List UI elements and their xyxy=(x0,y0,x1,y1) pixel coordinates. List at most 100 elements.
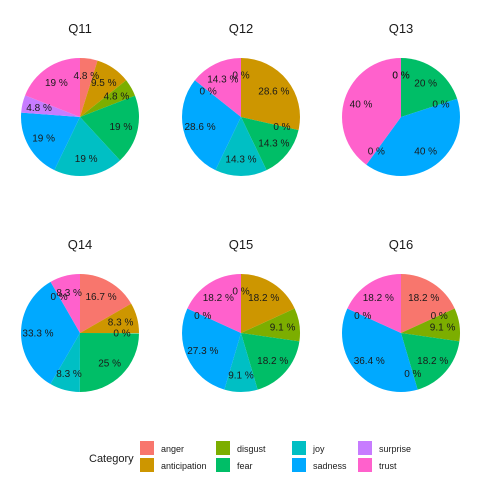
slice-label-anticipation: 28.6 % xyxy=(258,86,289,97)
slice-label-trust: 18.2 % xyxy=(363,293,394,304)
slice-label-sadness: 40 % xyxy=(414,146,437,157)
legend-key-trust xyxy=(358,458,372,472)
slice-joy xyxy=(224,333,258,392)
legend-key-joy xyxy=(292,441,306,455)
slice-anticipation xyxy=(80,60,127,117)
slice-sadness xyxy=(181,80,241,171)
legend-label-disgust: disgust xyxy=(237,444,266,454)
legend-item-joy: joy xyxy=(292,441,325,455)
slice-label-anger: 16.7 % xyxy=(85,292,116,303)
slice-label-anticipation: 8.3 % xyxy=(108,318,134,329)
slice-label-disgust: 9.1 % xyxy=(270,323,296,334)
slice-trust xyxy=(25,58,80,117)
slice-label-fear: 20 % xyxy=(414,79,437,90)
facet-title: Q15 xyxy=(229,237,254,252)
facet-title: Q16 xyxy=(389,237,414,252)
legend-key-anticipation xyxy=(140,458,154,472)
slice-joy xyxy=(50,333,80,392)
slice-label-sadness: 36.4 % xyxy=(354,356,385,367)
slice-anticipation xyxy=(241,58,300,131)
slice-sadness xyxy=(366,98,460,177)
slice-sadness xyxy=(342,308,418,392)
facet-title: Q12 xyxy=(229,21,254,36)
slice-anger xyxy=(401,274,455,333)
slice-disgust xyxy=(241,308,300,342)
legend-label-sadness: sadness xyxy=(313,461,347,471)
slice-label-anger: 0 % xyxy=(392,71,409,82)
legend-key-anger xyxy=(140,441,154,455)
slice-label-surprise: 0 % xyxy=(354,311,371,322)
legend-key-surprise xyxy=(358,441,372,455)
slice-trust xyxy=(50,274,80,333)
slice-label-surprise: 0 % xyxy=(200,86,217,97)
slice-label-surprise: 4.8 % xyxy=(26,103,52,114)
slice-fear xyxy=(401,58,458,117)
slice-trust xyxy=(347,274,401,333)
slice-label-fear: 14.3 % xyxy=(258,139,289,150)
slice-label-sadness: 27.3 % xyxy=(187,346,218,357)
legend-label-fear: fear xyxy=(237,461,253,471)
facet-title: Q11 xyxy=(68,21,92,36)
slice-label-joy: 0 % xyxy=(432,100,449,111)
slice-label-anticipation: 18.2 % xyxy=(248,293,279,304)
slice-sadness xyxy=(181,308,241,390)
legend-label-anger: anger xyxy=(161,444,184,454)
legend-key-disgust xyxy=(216,441,230,455)
slice-label-fear: 18.2 % xyxy=(257,356,288,367)
slice-disgust xyxy=(80,80,136,117)
slice-label-joy: 0 % xyxy=(404,369,421,380)
legend-item-surprise: surprise xyxy=(358,441,411,455)
legend: Category anger anticipation disgust fear joy… xyxy=(89,441,411,472)
slice-label-fear: 25 % xyxy=(98,358,121,369)
slice-fear xyxy=(241,333,300,390)
legend-title: Category xyxy=(89,453,134,465)
legend-item-disgust: disgust xyxy=(216,441,266,455)
slice-label-anger: 18.2 % xyxy=(408,293,439,304)
slice-label-trust: 14.3 % xyxy=(207,75,238,86)
slice-label-trust: 18.2 % xyxy=(203,293,234,304)
legend-item-anger: anger xyxy=(140,441,184,455)
slice-label-sadness: 19 % xyxy=(32,134,55,145)
slice-disgust xyxy=(401,308,460,342)
slice-label-joy: 8.3 % xyxy=(56,369,82,380)
slice-label-anger: 4.8 % xyxy=(74,71,100,82)
slice-label-trust: 19 % xyxy=(45,78,68,89)
legend-label-joy: joy xyxy=(312,444,325,454)
slice-label-surprise: 0 % xyxy=(368,146,385,157)
slice-fear xyxy=(80,95,140,161)
slice-sadness xyxy=(21,281,80,385)
slice-surprise xyxy=(21,95,80,117)
slice-label-surprise: 0 % xyxy=(194,311,211,322)
legend-label-trust: trust xyxy=(379,461,397,471)
slice-label-trust: 40 % xyxy=(350,100,373,111)
slice-label-sadness: 28.6 % xyxy=(184,122,215,133)
slice-label-fear: 19 % xyxy=(110,122,133,133)
slice-label-anticipation: 0 % xyxy=(392,71,409,82)
slice-label-fear: 18.2 % xyxy=(417,356,448,367)
slice-label-anger: 0 % xyxy=(232,71,249,82)
legend-key-fear xyxy=(216,458,230,472)
slice-label-trust: 8.3 % xyxy=(56,288,82,299)
slice-anger xyxy=(80,58,98,117)
slice-anger xyxy=(80,274,132,333)
legend-label-anticipation: anticipation xyxy=(161,461,207,471)
legend-label-surprise: surprise xyxy=(379,444,411,454)
slice-label-anticipation: 0 % xyxy=(431,311,448,322)
slice-label-sadness: 33.3 % xyxy=(22,328,53,339)
slice-anticipation xyxy=(80,303,139,334)
slice-fear xyxy=(401,333,460,390)
legend-key-sadness xyxy=(292,458,306,472)
slice-anticipation xyxy=(241,274,295,333)
legend-item-trust: trust xyxy=(358,458,397,472)
slice-label-joy: 9.1 % xyxy=(228,371,254,382)
slice-fear xyxy=(241,117,299,171)
legend-item-sadness: sadness xyxy=(292,458,347,472)
slice-label-anger: 0 % xyxy=(232,287,249,298)
